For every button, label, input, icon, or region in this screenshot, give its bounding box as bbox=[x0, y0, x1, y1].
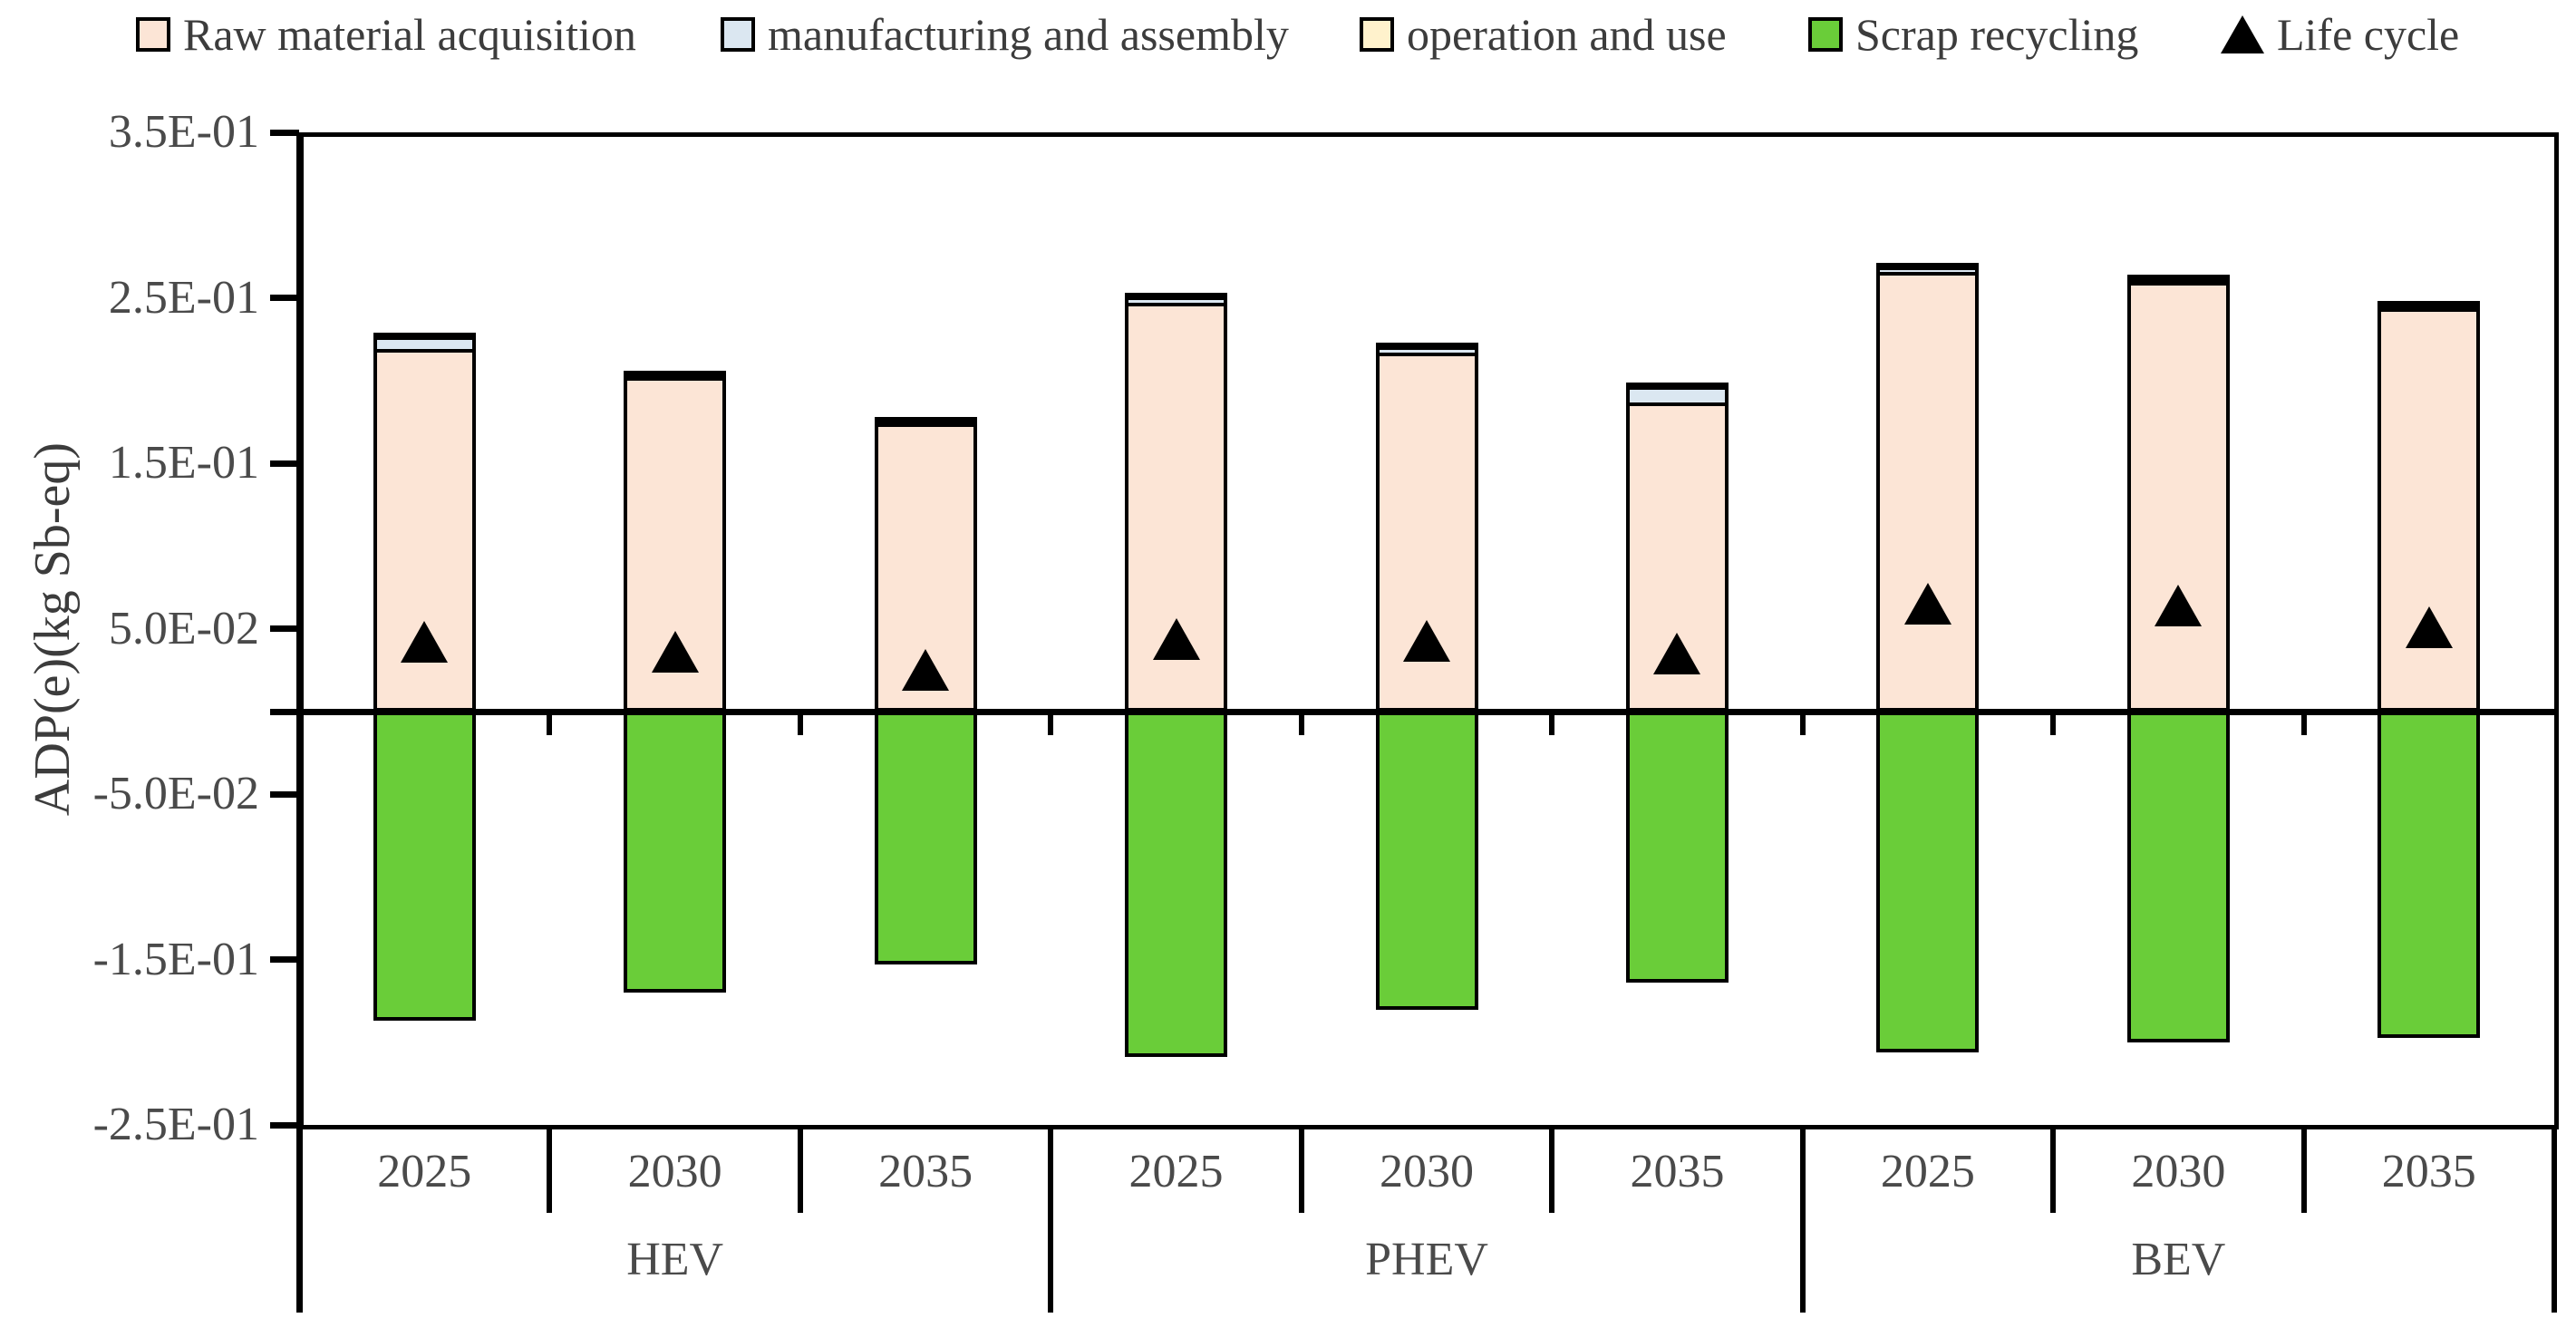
y-axis-tick-label: 2.5E-01 bbox=[108, 271, 259, 324]
life-cycle-marker bbox=[2155, 585, 2203, 627]
legend-item: Scrap recycling bbox=[1808, 7, 2138, 62]
year-divider bbox=[2050, 1125, 2057, 1213]
year-label: 2030 bbox=[2131, 1146, 2226, 1197]
zero-axis-line bbox=[299, 709, 2554, 715]
legend-item: manufacturing and assembly bbox=[721, 7, 1289, 62]
category-tick bbox=[2300, 712, 2307, 735]
bar-segment-raw-material-acquisition bbox=[1876, 271, 1980, 712]
y-axis-tick bbox=[270, 625, 299, 633]
bar-segment-raw-material-acquisition bbox=[1625, 402, 1729, 712]
year-label: 2025 bbox=[1128, 1146, 1224, 1197]
legend-item: operation and use bbox=[1360, 7, 1727, 62]
life-cycle-marker bbox=[1403, 619, 1450, 662]
life-cycle-marker bbox=[1653, 633, 1701, 675]
group-label: PHEV bbox=[1365, 1234, 1488, 1285]
legend-label: operation and use bbox=[1407, 9, 1727, 60]
year-label: 2035 bbox=[2381, 1146, 2476, 1197]
y-axis-tick-label: -5.0E-02 bbox=[92, 768, 259, 820]
bar-segment-scrap-recycling bbox=[373, 712, 476, 1022]
category-tick bbox=[1799, 712, 1806, 735]
group-label: BEV bbox=[2131, 1234, 2226, 1285]
legend-swatch-square bbox=[136, 17, 170, 52]
year-label: 2030 bbox=[1379, 1146, 1474, 1197]
legend-swatch-square bbox=[721, 17, 755, 52]
bar-segment-scrap-recycling bbox=[874, 712, 977, 965]
y-axis-tick-label: 5.0E-02 bbox=[108, 602, 259, 654]
group-divider bbox=[1799, 1125, 1806, 1313]
year-divider bbox=[547, 1125, 553, 1213]
life-cycle-marker bbox=[401, 621, 449, 664]
legend-swatch-square bbox=[1360, 17, 1394, 52]
bar-segment-raw-material-acquisition bbox=[2377, 307, 2481, 712]
year-label: 2025 bbox=[1880, 1146, 1975, 1197]
bar-segment-operation-and-use bbox=[1876, 263, 1980, 271]
year-label: 2030 bbox=[627, 1146, 722, 1197]
y-axis-tick-label: 1.5E-01 bbox=[108, 437, 259, 489]
bar-segment-scrap-recycling bbox=[1625, 712, 1729, 984]
y-axis-tick bbox=[270, 1121, 299, 1129]
bar-segment-operation-and-use bbox=[874, 417, 977, 425]
category-tick bbox=[2050, 712, 2057, 735]
y-axis-tick bbox=[270, 295, 299, 302]
y-axis-tick bbox=[270, 460, 299, 467]
y-axis-tick bbox=[270, 129, 299, 136]
year-divider bbox=[1298, 1125, 1304, 1213]
bar-segment-scrap-recycling bbox=[1876, 712, 1980, 1052]
bar-segment-operation-and-use bbox=[1375, 343, 1478, 351]
bar-segment-operation-and-use bbox=[1125, 293, 1228, 301]
life-cycle-marker bbox=[1152, 617, 1200, 660]
year-divider bbox=[797, 1125, 803, 1213]
bar-segment-scrap-recycling bbox=[1125, 712, 1228, 1058]
y-axis-line bbox=[296, 132, 303, 1313]
legend-label: Raw material acquisition bbox=[183, 9, 636, 60]
bar-segment-scrap-recycling bbox=[2126, 712, 2230, 1042]
category-tick bbox=[797, 712, 803, 735]
category-tick bbox=[1298, 712, 1304, 735]
bar-segment-operation-and-use bbox=[1625, 382, 1729, 390]
group-divider bbox=[1048, 1125, 1054, 1313]
life-cycle-marker bbox=[1903, 583, 1951, 625]
legend-label: Scrap recycling bbox=[1855, 9, 2139, 60]
bar-segment-operation-and-use bbox=[2126, 275, 2230, 283]
life-cycle-marker bbox=[902, 649, 950, 692]
group-divider bbox=[2552, 1125, 2557, 1313]
year-label: 2025 bbox=[377, 1146, 472, 1197]
y-axis-tick-label: 3.5E-01 bbox=[108, 106, 259, 159]
group-label: HEV bbox=[626, 1234, 724, 1285]
bar-segment-scrap-recycling bbox=[624, 712, 727, 993]
legend-item: Raw material acquisition bbox=[136, 7, 636, 62]
legend-swatch-square bbox=[1808, 17, 1843, 52]
bar-segment-operation-and-use bbox=[373, 333, 476, 341]
year-divider bbox=[2300, 1125, 2307, 1213]
legend-item: Life cycle bbox=[2221, 7, 2459, 62]
year-label: 2035 bbox=[878, 1146, 973, 1197]
life-cycle-marker bbox=[651, 631, 699, 674]
life-cycle-marker bbox=[2405, 606, 2453, 648]
year-divider bbox=[1549, 1125, 1555, 1213]
bar-segment-raw-material-acquisition bbox=[2126, 281, 2230, 712]
legend-label: Life cycle bbox=[2277, 9, 2460, 60]
y-axis-tick bbox=[270, 708, 299, 715]
y-axis-tick-label: -1.5E-01 bbox=[92, 933, 259, 985]
y-axis-tick bbox=[270, 790, 299, 798]
legend-label: manufacturing and assembly bbox=[768, 9, 1289, 60]
category-tick bbox=[1048, 712, 1054, 735]
year-label: 2035 bbox=[1630, 1146, 1725, 1197]
bar-segment-scrap-recycling bbox=[1375, 712, 1478, 1010]
bar-segment-scrap-recycling bbox=[2377, 712, 2481, 1038]
bar-segment-operation-and-use bbox=[2377, 301, 2481, 309]
y-axis-tick-label: -2.5E-01 bbox=[92, 1099, 259, 1151]
category-tick bbox=[547, 712, 553, 735]
bar-segment-operation-and-use bbox=[624, 371, 727, 379]
y-axis-tick bbox=[270, 956, 299, 964]
category-tick bbox=[1549, 712, 1555, 735]
legend-swatch-triangle bbox=[2221, 15, 2264, 53]
